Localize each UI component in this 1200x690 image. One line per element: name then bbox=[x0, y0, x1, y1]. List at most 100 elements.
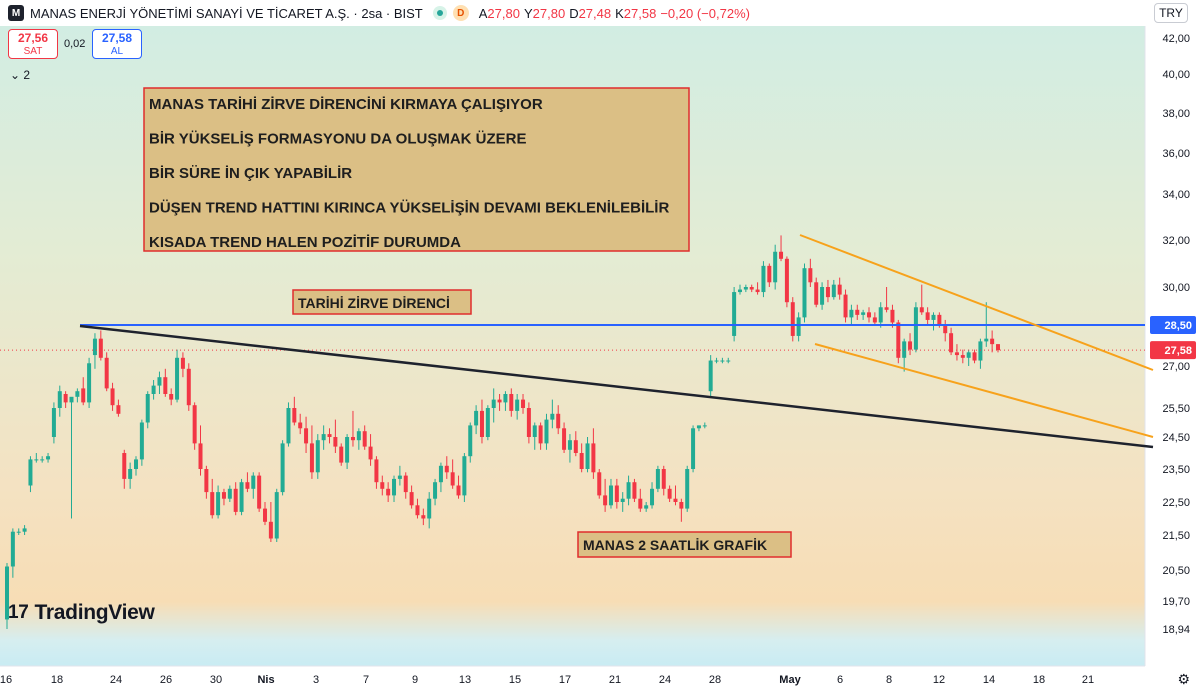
candle[interactable] bbox=[251, 472, 256, 499]
candle[interactable] bbox=[110, 382, 115, 411]
candle[interactable] bbox=[192, 402, 197, 450]
candle[interactable] bbox=[145, 391, 150, 429]
candle[interactable] bbox=[98, 330, 103, 361]
symbol-title[interactable]: MANAS ENERJİ YÖNETİMİ SANAYİ VE TİCARET … bbox=[30, 5, 423, 21]
candle[interactable] bbox=[644, 502, 649, 512]
candle[interactable] bbox=[268, 502, 273, 542]
candle[interactable] bbox=[679, 498, 684, 522]
candle[interactable] bbox=[292, 396, 297, 426]
candle[interactable] bbox=[708, 355, 713, 397]
indicators-toggle[interactable]: ⌄ 2 bbox=[10, 68, 31, 82]
candle[interactable] bbox=[122, 449, 127, 489]
candle[interactable] bbox=[896, 319, 901, 364]
candle[interactable] bbox=[163, 368, 168, 397]
candle[interactable] bbox=[257, 472, 262, 512]
candle[interactable] bbox=[474, 405, 479, 435]
candle[interactable] bbox=[175, 349, 180, 403]
candle[interactable] bbox=[433, 478, 438, 506]
candle[interactable] bbox=[720, 357, 725, 364]
candle[interactable] bbox=[597, 469, 602, 499]
candle[interactable] bbox=[479, 399, 484, 444]
candle[interactable] bbox=[315, 434, 320, 479]
candle[interactable] bbox=[139, 419, 144, 466]
candle[interactable] bbox=[374, 456, 379, 489]
channel-lower-line[interactable] bbox=[814, 343, 1154, 438]
candle[interactable] bbox=[462, 453, 467, 502]
candle[interactable] bbox=[960, 349, 965, 364]
candle[interactable] bbox=[245, 472, 250, 493]
candle[interactable] bbox=[87, 357, 92, 408]
candle[interactable] bbox=[22, 525, 27, 535]
candle[interactable] bbox=[16, 528, 21, 535]
candle[interactable] bbox=[931, 312, 936, 331]
candle[interactable] bbox=[855, 304, 860, 320]
candle[interactable] bbox=[186, 363, 191, 411]
candle[interactable] bbox=[773, 244, 778, 290]
candle[interactable] bbox=[403, 472, 408, 499]
candle[interactable] bbox=[128, 462, 133, 489]
candle[interactable] bbox=[978, 338, 983, 369]
candle[interactable] bbox=[75, 388, 80, 403]
candle[interactable] bbox=[585, 437, 590, 473]
candle[interactable] bbox=[661, 465, 666, 496]
candle[interactable] bbox=[57, 385, 62, 417]
candle[interactable] bbox=[333, 419, 338, 453]
candle[interactable] bbox=[368, 434, 373, 466]
candle[interactable] bbox=[550, 399, 555, 429]
candle[interactable] bbox=[755, 282, 760, 295]
candle[interactable] bbox=[274, 488, 279, 542]
candle[interactable] bbox=[421, 508, 426, 526]
candle[interactable] bbox=[954, 344, 959, 361]
candle[interactable] bbox=[696, 425, 701, 432]
candle[interactable] bbox=[286, 402, 291, 447]
candle[interactable] bbox=[902, 338, 907, 372]
candle[interactable] bbox=[814, 277, 819, 308]
candle[interactable] bbox=[691, 425, 696, 473]
candle[interactable] bbox=[280, 440, 285, 496]
candle[interactable] bbox=[685, 465, 690, 512]
candle[interactable] bbox=[884, 287, 889, 313]
candle[interactable] bbox=[966, 349, 971, 366]
candle[interactable] bbox=[509, 388, 514, 417]
candle[interactable] bbox=[180, 352, 185, 378]
candle[interactable] bbox=[908, 333, 913, 356]
candle[interactable] bbox=[409, 485, 414, 509]
candle[interactable] bbox=[573, 431, 578, 457]
candle[interactable] bbox=[438, 462, 443, 493]
candle[interactable] bbox=[204, 465, 209, 499]
candle[interactable] bbox=[620, 492, 625, 512]
buy-button[interactable]: 27,58 AL bbox=[92, 29, 142, 59]
candle[interactable] bbox=[567, 434, 572, 463]
candle[interactable] bbox=[216, 485, 221, 519]
candle[interactable] bbox=[5, 563, 9, 629]
candle[interactable] bbox=[198, 425, 203, 476]
candle[interactable] bbox=[104, 352, 109, 392]
candle[interactable] bbox=[820, 282, 825, 310]
candle[interactable] bbox=[309, 425, 314, 479]
candle[interactable] bbox=[890, 304, 895, 328]
candle[interactable] bbox=[526, 402, 531, 444]
candle[interactable] bbox=[392, 475, 397, 502]
candle[interactable] bbox=[397, 465, 402, 486]
analysis-note-box[interactable] bbox=[143, 87, 690, 252]
candle[interactable] bbox=[386, 482, 391, 502]
candle[interactable] bbox=[538, 422, 543, 450]
delayed-data-badge[interactable]: D bbox=[452, 5, 469, 21]
candle[interactable] bbox=[843, 289, 848, 323]
candle[interactable] bbox=[450, 459, 455, 489]
candle[interactable] bbox=[521, 394, 526, 414]
candle[interactable] bbox=[532, 422, 537, 450]
candle[interactable] bbox=[614, 478, 619, 509]
price-marker[interactable]: 27,58 bbox=[1150, 341, 1196, 360]
candle[interactable] bbox=[726, 357, 731, 364]
candle[interactable] bbox=[456, 475, 461, 499]
candle[interactable] bbox=[831, 279, 836, 300]
candle[interactable] bbox=[638, 488, 643, 512]
candle[interactable] bbox=[544, 413, 549, 450]
candle[interactable] bbox=[151, 380, 156, 400]
candle[interactable] bbox=[221, 488, 226, 506]
candle[interactable] bbox=[51, 402, 56, 444]
candle[interactable] bbox=[972, 349, 977, 364]
candle[interactable] bbox=[996, 344, 1000, 353]
